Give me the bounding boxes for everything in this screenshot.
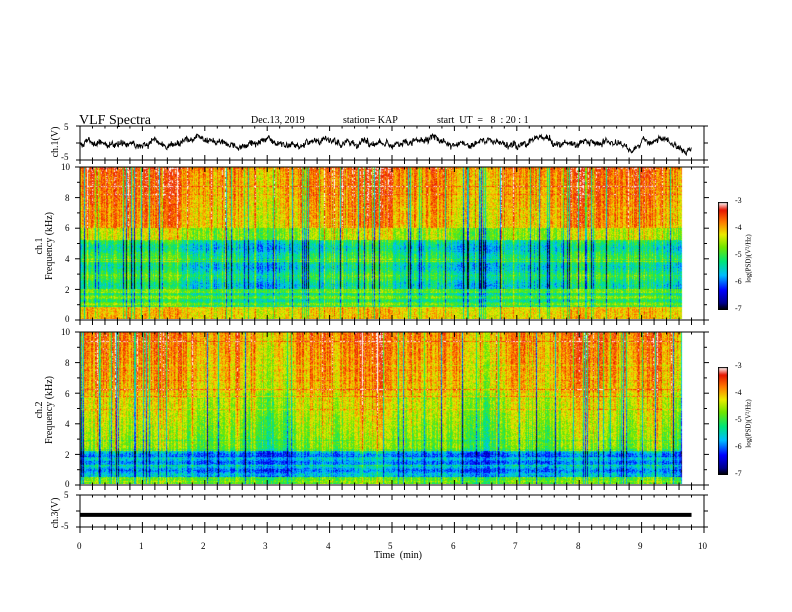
ch1-waveform-ylabel: ch.1(V) <box>50 126 61 158</box>
xtick-1: 1 <box>139 541 144 551</box>
cb1-tick-m6: -6 <box>735 277 742 286</box>
spec2-ytick-10: 10 <box>61 327 70 337</box>
ch2-spectrogram-ylabel: ch.2 Frequency (kHz) <box>34 375 55 445</box>
cb2-tick-m5: -5 <box>735 415 742 424</box>
ch1-waveform-line <box>79 133 692 157</box>
ch3-ytick-bottom: -5 <box>61 521 69 531</box>
xtick-10: 10 <box>698 541 707 551</box>
cb1-label: log(PSD)(V²/Hz) <box>744 234 753 283</box>
spec1-ytick-6: 6 <box>65 223 70 233</box>
spec2-ytick-0: 0 <box>65 479 70 489</box>
xtick-6: 6 <box>451 541 456 551</box>
ch1-spectrogram-ylabel: ch.1 Frequency (kHz) <box>34 211 55 281</box>
ch3-ytick-top: 5 <box>64 490 69 500</box>
ch1-spectrogram-image <box>80 167 694 319</box>
xtick-4: 4 <box>326 541 331 551</box>
xtick-3: 3 <box>263 541 268 551</box>
xtick-0: 0 <box>77 541 82 551</box>
start-time-label: start UT = 8 : 20 : 1 <box>437 115 529 126</box>
ch1-ytick-bottom: -5 <box>61 152 69 162</box>
xtick-9: 9 <box>638 541 643 551</box>
cb2-tick-m6: -6 <box>735 442 742 451</box>
spec2-ytick-8: 8 <box>65 358 70 368</box>
cb1-tick-m3: -3 <box>735 196 742 205</box>
cb2-tick-m3: -3 <box>735 361 742 370</box>
xtick-8: 8 <box>576 541 581 551</box>
spec1-ytick-10: 10 <box>61 162 70 172</box>
cb2-tick-m7: -7 <box>735 469 742 478</box>
frame-s1 <box>79 166 705 321</box>
ch1-colorbar <box>718 202 728 310</box>
cb1-tick-m7: -7 <box>735 304 742 313</box>
ch2-spectrogram-image <box>80 332 694 484</box>
cb1-tick-m5: -5 <box>735 250 742 259</box>
spec1-ytick-4: 4 <box>65 254 70 264</box>
spec1-ytick-2: 2 <box>65 285 70 295</box>
cb2-label: log(PSD)(V²/Hz) <box>744 399 753 448</box>
xtick-7: 7 <box>513 541 518 551</box>
cb1-tick-m4: -4 <box>735 223 742 232</box>
spec2-ytick-6: 6 <box>65 389 70 399</box>
ch3-waveform-ylabel: ch.3(V) <box>50 497 61 529</box>
spec1-ytick-0: 0 <box>65 314 70 324</box>
xtick-2: 2 <box>201 541 206 551</box>
spec2-ytick-4: 4 <box>65 419 70 429</box>
date-label: Dec.13, 2019 <box>251 115 305 126</box>
spec1-ytick-8: 8 <box>65 193 70 203</box>
xtick-5: 5 <box>388 541 393 551</box>
x-axis-label: Time (min) <box>374 550 422 561</box>
frame-s2 <box>79 331 705 486</box>
ch1-ytick-top: 5 <box>64 122 69 132</box>
ch2-colorbar <box>718 367 728 475</box>
cb2-tick-m4: -4 <box>735 388 742 397</box>
station-label: station= KAP <box>343 115 398 126</box>
spec2-ytick-2: 2 <box>65 450 70 460</box>
chart-title: VLF Spectra <box>79 113 151 128</box>
